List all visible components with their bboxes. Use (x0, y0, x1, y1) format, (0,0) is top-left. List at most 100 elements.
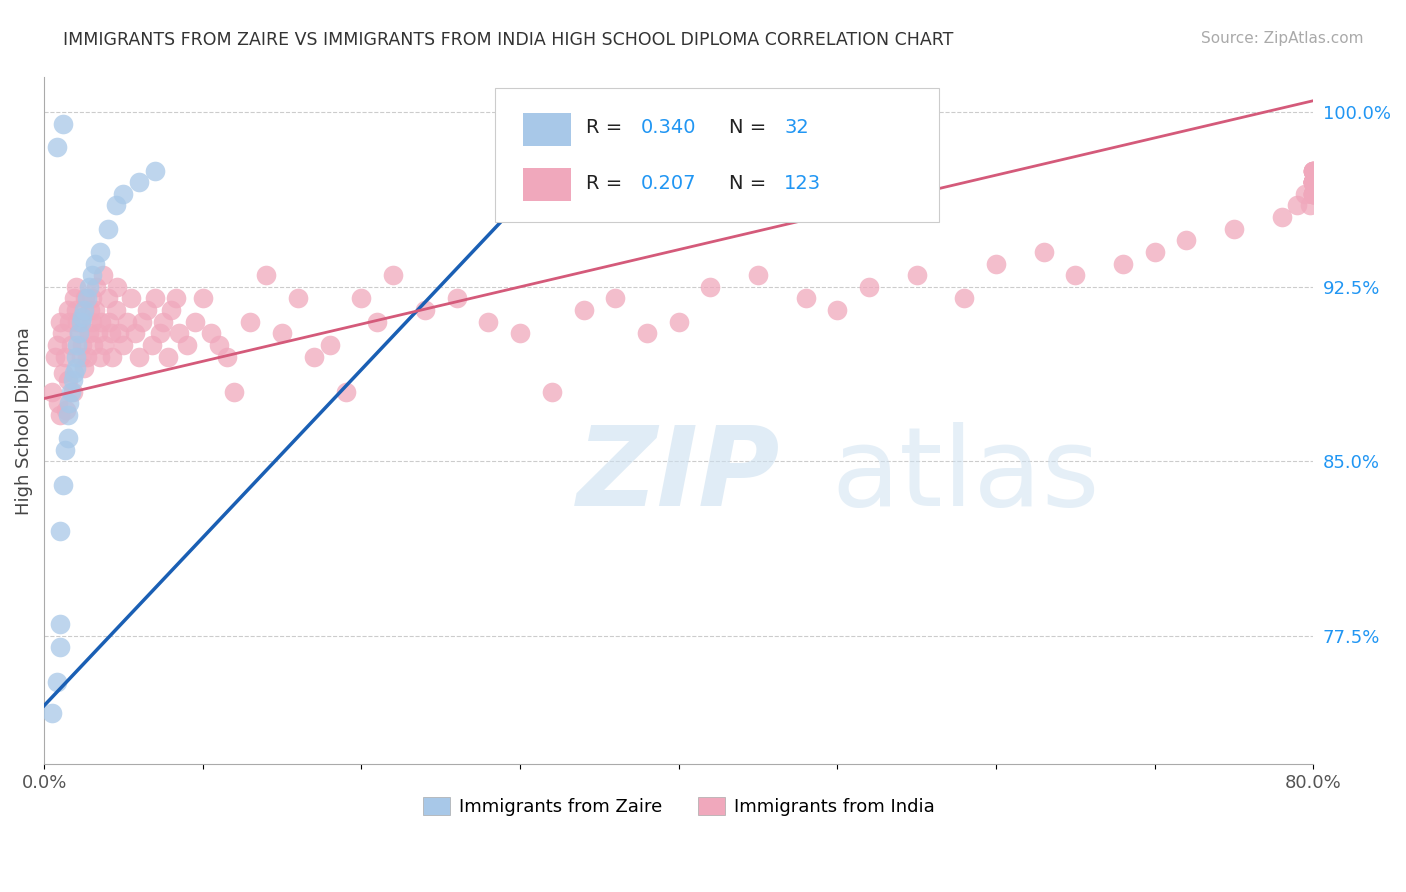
Point (1302, 175, 1324, 189)
Point (98, 315, 121, 329)
Point (66, 315, 89, 329)
Text: N =: N = (730, 174, 773, 194)
Point (65, 303, 87, 318)
Point (668, 315, 690, 329)
Point (77, 280, 100, 294)
Point (136, 303, 159, 318)
Point (56, 303, 79, 318)
Point (89, 350, 111, 364)
Point (287, 292, 309, 306)
Point (93, 338, 115, 352)
Point (112, 186, 135, 201)
Point (1302, 175, 1324, 189)
Point (73, 361, 96, 376)
Point (49, 315, 72, 329)
Point (49, 617, 72, 632)
Point (80, 315, 103, 329)
Point (62, 384, 84, 399)
Point (1302, 186, 1324, 201)
Point (48, 396, 70, 410)
Point (56, 373, 79, 387)
Point (69, 350, 91, 364)
Point (124, 326, 146, 341)
Point (699, 280, 721, 294)
Point (63, 366, 86, 380)
Point (636, 326, 658, 341)
Point (70, 310, 93, 324)
Point (254, 268, 277, 283)
Point (141, 338, 163, 352)
Point (65, 361, 87, 376)
Point (446, 292, 468, 306)
Point (70, 338, 93, 352)
Point (1302, 186, 1324, 201)
Point (1294, 186, 1316, 201)
Point (1302, 175, 1324, 189)
Point (87, 326, 110, 341)
Point (67, 326, 90, 341)
Point (1302, 175, 1324, 189)
Point (83, 303, 105, 318)
Point (100, 326, 122, 341)
Point (76, 350, 98, 364)
Point (1302, 175, 1324, 189)
Point (90, 315, 112, 329)
Point (1064, 268, 1087, 283)
Point (112, 338, 135, 352)
Point (540, 384, 562, 399)
Point (89, 244, 111, 259)
Point (191, 292, 214, 306)
Point (1302, 163, 1324, 178)
Text: atlas: atlas (831, 422, 1099, 529)
Legend: Immigrants from Zaire, Immigrants from India: Immigrants from Zaire, Immigrants from I… (415, 789, 942, 823)
Point (120, 292, 142, 306)
Y-axis label: High School Diploma: High School Diploma (15, 326, 32, 515)
Text: R =: R = (586, 118, 628, 137)
Point (80, 292, 103, 306)
Point (1270, 210, 1292, 224)
Point (160, 303, 183, 318)
Point (794, 292, 817, 306)
Point (167, 326, 190, 341)
Point (67, 326, 90, 341)
Point (58, 315, 80, 329)
Point (1302, 186, 1324, 201)
Point (52, 117, 75, 131)
Point (56, 431, 79, 445)
Point (1302, 175, 1324, 189)
Point (152, 315, 174, 329)
Point (80, 268, 103, 283)
Point (477, 315, 499, 329)
Point (55, 403, 77, 417)
Point (107, 326, 129, 341)
Point (239, 315, 262, 329)
Point (858, 280, 880, 294)
Point (176, 338, 198, 352)
Point (49, 524, 72, 538)
Point (97, 221, 120, 235)
Point (1112, 256, 1135, 270)
Point (44, 350, 66, 364)
Point (1143, 244, 1166, 259)
Point (63, 292, 86, 306)
Point (1032, 244, 1054, 259)
Point (984, 256, 1007, 270)
Point (382, 268, 405, 283)
Point (77, 326, 100, 341)
Point (83, 256, 105, 270)
Text: 0.340: 0.340 (641, 118, 696, 137)
Point (143, 292, 166, 306)
Point (747, 268, 769, 283)
Point (79, 303, 101, 318)
Text: 0.207: 0.207 (641, 174, 696, 194)
Point (156, 350, 179, 364)
Point (75, 292, 97, 306)
Point (104, 303, 127, 318)
Point (91, 268, 114, 283)
Text: ZIP: ZIP (576, 422, 780, 529)
Point (1302, 186, 1324, 201)
Point (165, 292, 187, 306)
Point (66, 338, 89, 352)
Point (60, 384, 83, 399)
Point (49, 640, 72, 655)
